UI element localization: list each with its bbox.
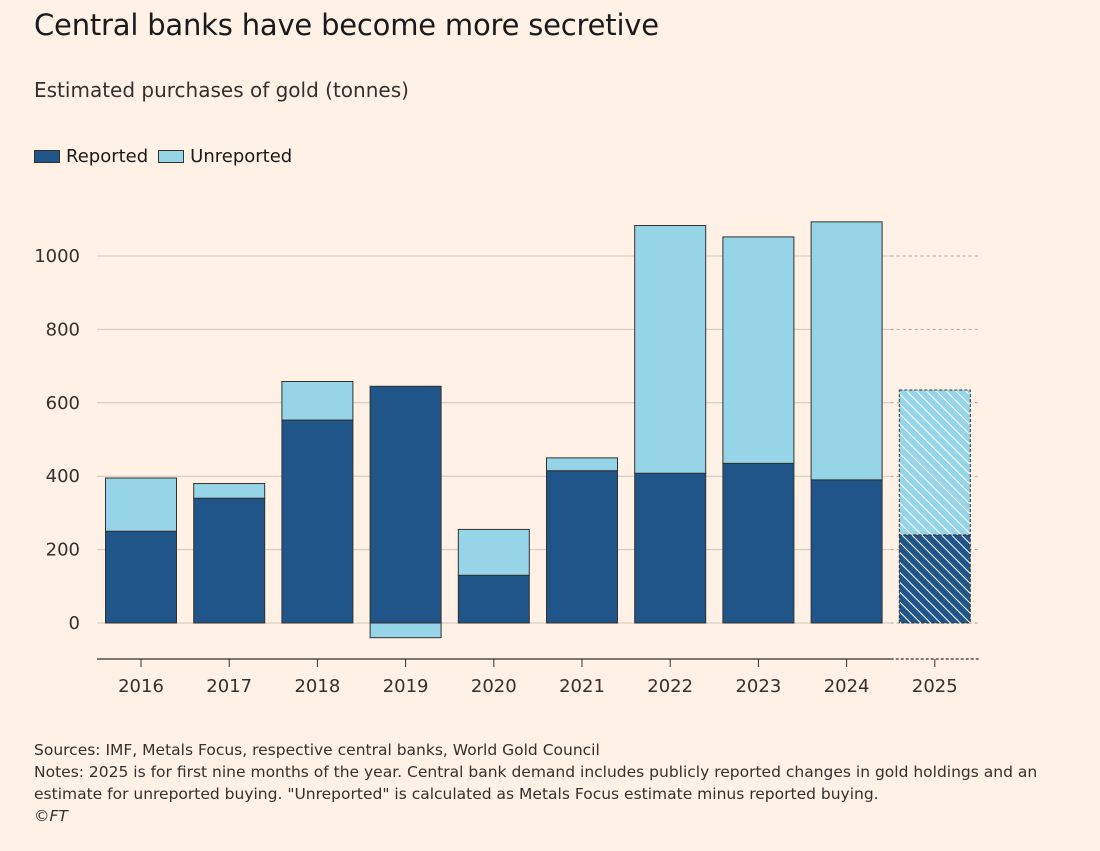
y-tick-label: 0 <box>69 613 80 634</box>
bar-unreported-2018 <box>281 381 354 421</box>
bar-reported-2016 <box>105 530 177 624</box>
bar-unreported-2017 <box>193 483 266 499</box>
x-tick-label: 2018 <box>294 676 340 697</box>
bar-reported-2018 <box>281 419 354 624</box>
bar-reported-2023 <box>722 462 795 624</box>
x-tick-label: 2021 <box>559 676 605 697</box>
bar-reported-2022 <box>634 472 707 624</box>
bar-reported-2020 <box>457 574 530 624</box>
bar-unreported-2016 <box>105 477 177 532</box>
bar-reported-2019 <box>369 385 442 624</box>
x-tick-label: 2023 <box>735 676 781 697</box>
copyright-note: ©FT <box>34 807 68 825</box>
y-tick-label: 600 <box>46 393 80 414</box>
y-tick-label: 800 <box>46 319 80 340</box>
bar-reported-2017 <box>193 497 266 624</box>
x-tick-label: 2016 <box>118 676 164 697</box>
legend-item-reported: Reported <box>34 146 148 167</box>
bar-unreported-2021 <box>546 457 618 472</box>
chart-footer: Sources: IMF, Metals Focus, respective c… <box>34 739 1074 827</box>
legend-label-reported: Reported <box>66 146 149 167</box>
chart-subtitle: Estimated purchases of gold (tonnes) <box>34 78 409 102</box>
legend-label-unreported: Unreported <box>190 146 293 167</box>
x-tick-label: 2019 <box>383 676 429 697</box>
sources-note: Sources: IMF, Metals Focus, respective c… <box>34 741 600 759</box>
legend-swatch-reported <box>34 150 60 163</box>
bar-unreported-2020 <box>457 528 530 576</box>
bar-unreported-2019 <box>369 622 442 639</box>
y-tick-label: 200 <box>46 540 80 561</box>
bar-unreported-2025 <box>898 389 971 536</box>
chart-title: Central banks have become more secretive <box>34 8 659 42</box>
bar-reported-2021 <box>546 470 618 624</box>
legend-swatch-unreported <box>158 150 185 163</box>
x-tick-label: 2022 <box>647 676 693 697</box>
y-tick-label: 400 <box>46 466 80 487</box>
notes-line-1: Notes: 2025 is for first nine months of … <box>34 763 1038 781</box>
chart-legend: Reported Unreported <box>34 146 302 167</box>
x-tick-label: 2017 <box>206 676 252 697</box>
bar-reported-2024 <box>810 479 883 624</box>
x-tick-label: 2024 <box>824 676 870 697</box>
bar-unreported-2023 <box>722 236 795 464</box>
notes-line-2: estimate for unreported buying. "Unrepor… <box>34 785 879 803</box>
bar-unreported-2024 <box>810 221 883 481</box>
bar-reported-2025 <box>898 534 971 624</box>
x-tick-label: 2020 <box>471 676 517 697</box>
x-tick-label: 2025 <box>912 676 958 697</box>
legend-item-unreported: Unreported <box>158 146 292 167</box>
bar-unreported-2022 <box>634 225 707 474</box>
y-tick-label: 1000 <box>34 246 80 267</box>
